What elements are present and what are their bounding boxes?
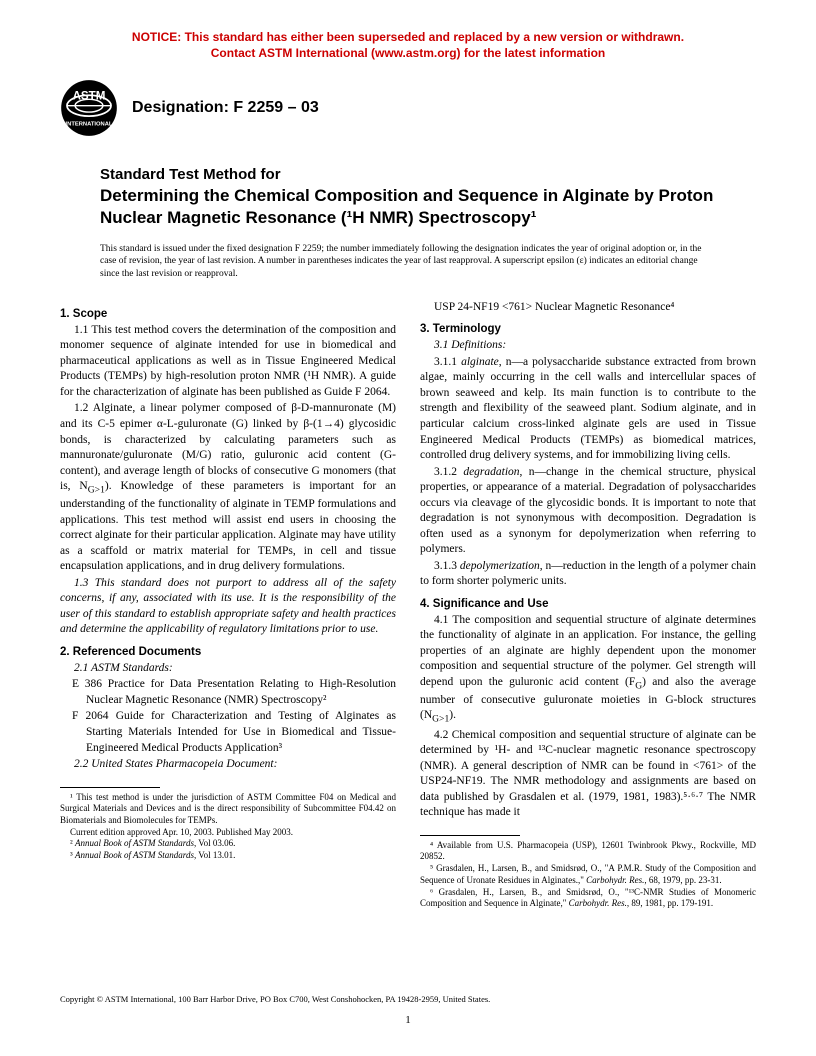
title-block: Standard Test Method for Determining the… — [100, 165, 716, 229]
footnote-3: ³ Annual Book of ASTM Standards, Vol 13.… — [60, 850, 396, 862]
footnote-1: ¹ This test method is under the jurisdic… — [60, 792, 396, 827]
significance-head: 4. Significance and Use — [420, 598, 756, 610]
body-columns: 1. Scope 1.1 This test method covers the… — [60, 300, 756, 910]
scope-p1: 1.1 This test method covers the determin… — [60, 323, 396, 401]
footnote-4: ⁴ Available from U.S. Pharmacopeia (USP)… — [420, 840, 756, 863]
svg-text:ASTM: ASTM — [73, 89, 106, 102]
terminology-p1: 3.1.1 alginate, n—a polysaccharide subst… — [420, 355, 756, 464]
scope-p2: 1.2 Alginate, a linear polymer composed … — [60, 401, 396, 574]
title-main: Determining the Chemical Composition and… — [100, 185, 716, 229]
terminology-p3: 3.1.3 depolymerization, n—reduction in t… — [420, 559, 756, 590]
footnote-2: ² Annual Book of ASTM Standards, Vol 03.… — [60, 838, 396, 850]
significance-p1: 4.1 The composition and sequential struc… — [420, 613, 756, 727]
designation-text: Designation: F 2259 – 03 — [132, 99, 319, 117]
svg-text:INTERNATIONAL: INTERNATIONAL — [66, 122, 113, 128]
notice-line2: Contact ASTM International (www.astm.org… — [211, 46, 605, 60]
page-number: 1 — [0, 1014, 816, 1026]
copyright-line: Copyright © ASTM International, 100 Barr… — [60, 994, 756, 1004]
left-column: 1. Scope 1.1 This test method covers the… — [60, 300, 396, 910]
footnote-rule-left — [60, 787, 160, 788]
refdocs-p2: 2.2 United States Pharmacopeia Document: — [60, 757, 396, 773]
refdocs-p1: 2.1 ASTM Standards: — [60, 661, 396, 677]
refdocs-usp: USP 24-NF19 <761> Nuclear Magnetic Reson… — [420, 300, 756, 316]
header-row: ASTM INTERNATIONAL Designation: F 2259 –… — [60, 79, 756, 137]
footnote-6: ⁶ Grasdalen, H., Larsen, B., and Smidsrø… — [420, 887, 756, 910]
right-column: USP 24-NF19 <761> Nuclear Magnetic Reson… — [420, 300, 756, 910]
scope-p3: 1.3 This standard does not purport to ad… — [60, 576, 396, 638]
terminology-p0: 3.1 Definitions: — [420, 338, 756, 354]
refdocs-r2: F 2064 Guide for Characterization and Te… — [60, 709, 396, 756]
notice-banner: NOTICE: This standard has either been su… — [60, 30, 756, 61]
footnote-1b: Current edition approved Apr. 10, 2003. … — [60, 827, 396, 839]
refdocs-head: 2. Referenced Documents — [60, 646, 396, 658]
notice-line1: NOTICE: This standard has either been su… — [132, 30, 684, 44]
significance-p2: 4.2 Chemical composition and sequential … — [420, 728, 756, 821]
issuance-note: This standard is issued under the fixed … — [100, 243, 716, 280]
footnote-5: ⁵ Grasdalen, H., Larsen, B., and Smidsrø… — [420, 863, 756, 886]
refdocs-r1: E 386 Practice for Data Presentation Rel… — [60, 677, 396, 708]
astm-logo-icon: ASTM INTERNATIONAL — [60, 79, 118, 137]
terminology-head: 3. Terminology — [420, 323, 756, 335]
title-intro: Standard Test Method for — [100, 165, 716, 185]
footnote-rule-right — [420, 835, 520, 836]
terminology-p2: 3.1.2 degradation, n—change in the chemi… — [420, 465, 756, 558]
scope-head: 1. Scope — [60, 308, 396, 320]
